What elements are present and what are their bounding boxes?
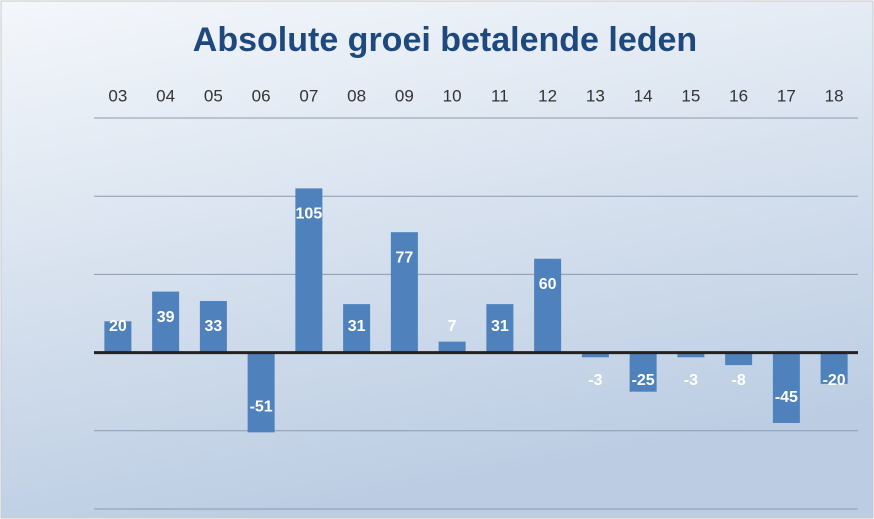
bar xyxy=(152,291,180,353)
data-label: 60 xyxy=(539,276,557,293)
x-tick-label: 04 xyxy=(156,86,175,105)
data-label: -3 xyxy=(588,372,602,389)
x-tick-label: 05 xyxy=(204,86,223,105)
x-tick-label: 18 xyxy=(825,86,844,105)
bar xyxy=(534,258,562,353)
bar xyxy=(772,352,800,423)
x-tick-label: 17 xyxy=(777,86,796,105)
data-label: -25 xyxy=(632,372,655,389)
data-label: 39 xyxy=(157,309,175,326)
data-label: 7 xyxy=(448,318,457,335)
x-tick-label: 15 xyxy=(681,86,700,105)
x-tick-label: 06 xyxy=(252,86,271,105)
x-tick-label: 16 xyxy=(729,86,748,105)
x-tick-label: 07 xyxy=(299,86,318,105)
data-label: -8 xyxy=(732,372,746,389)
bar xyxy=(677,352,705,358)
bar xyxy=(390,232,418,353)
data-label: 33 xyxy=(204,318,222,335)
bar xyxy=(486,304,514,353)
data-label: 31 xyxy=(491,318,509,335)
bar xyxy=(725,352,753,366)
bar xyxy=(295,188,323,353)
bar xyxy=(343,304,371,353)
data-label: 20 xyxy=(109,318,127,335)
chart-title: Absolute groei betalende leden xyxy=(193,21,697,59)
x-tick-label: 13 xyxy=(586,86,605,105)
x-tick-label: 08 xyxy=(347,86,366,105)
x-tick-label: 03 xyxy=(108,86,127,105)
x-tick-label: 14 xyxy=(634,86,653,105)
x-tick-label: 09 xyxy=(395,86,414,105)
bar xyxy=(199,300,227,353)
x-tick-label: 11 xyxy=(491,86,509,105)
x-tick-label: 12 xyxy=(538,86,557,105)
data-label: -45 xyxy=(775,389,798,406)
data-label: -51 xyxy=(250,399,273,416)
x-tick-label: 10 xyxy=(443,86,462,105)
bar xyxy=(438,341,466,353)
bar xyxy=(581,352,609,358)
bar xyxy=(247,352,275,433)
bar xyxy=(820,352,848,384)
data-label: 31 xyxy=(348,318,366,335)
data-label: 77 xyxy=(395,249,413,266)
data-label: -3 xyxy=(684,372,698,389)
data-label: -20 xyxy=(823,372,846,389)
bar xyxy=(104,321,132,353)
bar xyxy=(629,352,657,392)
data-label: 105 xyxy=(296,206,323,223)
